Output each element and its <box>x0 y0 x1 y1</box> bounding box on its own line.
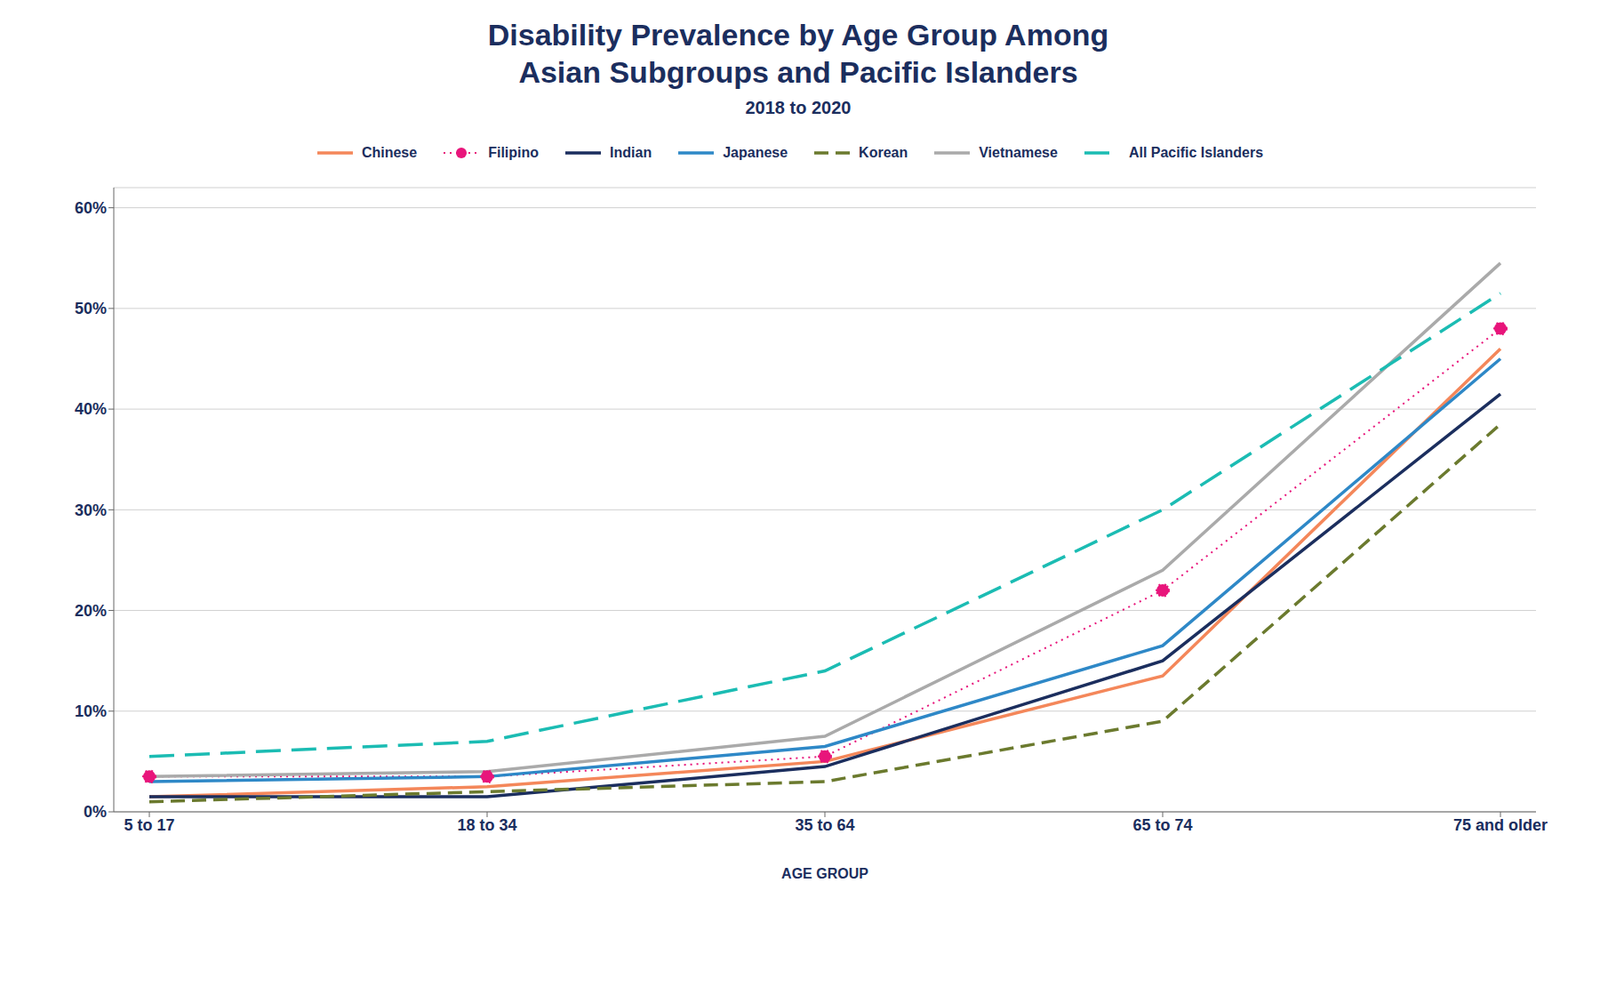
svg-text:75 and older: 75 and older <box>1453 816 1548 834</box>
svg-text:40%: 40% <box>74 400 107 418</box>
html-text:2018 to 2020: 2018 to 2020 <box>745 97 852 118</box>
svg-text:10%: 10% <box>74 702 107 720</box>
svg-text:35 to 64: 35 to 64 <box>794 816 855 834</box>
svg-text:65 to 74: 65 to 74 <box>1132 816 1192 834</box>
html-text:Disability Prevalence by Age G: Disability Prevalence by Age Group Among <box>487 17 1109 52</box>
html-text:All Pacific Islanders: All Pacific Islanders <box>1128 144 1264 160</box>
html-text:Asian Subgroups and Pacific Is: Asian Subgroups and Pacific Islanders <box>518 55 1078 89</box>
svg-text:30%: 30% <box>74 501 107 520</box>
svg-text:50%: 50% <box>74 299 107 318</box>
svg-text:60%: 60% <box>74 199 107 217</box>
html-text:Filipino: Filipino <box>488 144 539 160</box>
html-text:Korean: Korean <box>858 144 908 160</box>
svg-text:5 to 17: 5 to 17 <box>123 816 175 834</box>
html-text:Japanese: Japanese <box>722 144 788 160</box>
svg-text:20%: 20% <box>74 601 107 620</box>
html-text:Indian: Indian <box>609 144 652 160</box>
html-text:Vietnamese: Vietnamese <box>978 144 1058 160</box>
svg-text:0%: 0% <box>83 802 107 821</box>
html-text:Chinese: Chinese <box>361 144 418 160</box>
svg-text:AGE GROUP: AGE GROUP <box>781 865 869 881</box>
svg-text:18 to 34: 18 to 34 <box>456 816 517 834</box>
